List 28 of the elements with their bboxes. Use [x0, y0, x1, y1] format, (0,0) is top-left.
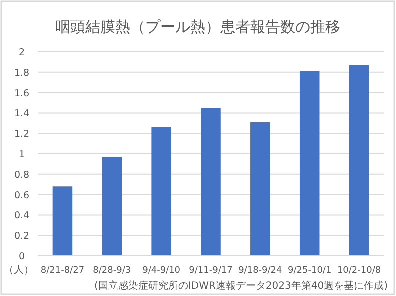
bar — [201, 108, 221, 256]
y-tick-label: 0.6 — [14, 190, 30, 202]
y-tick-label: 1 — [18, 150, 26, 160]
bar — [349, 65, 370, 256]
y-tick-label: 0 — [18, 252, 26, 262]
y-tick-label: 1.6 — [14, 88, 30, 100]
y-axis-title: （人） — [4, 265, 34, 276]
y-tick-label: 0.8 — [14, 170, 30, 181]
y-tick-label: 0.2 — [14, 231, 30, 242]
y-tick-label: 2 — [18, 48, 26, 58]
text: (国立感染症研究所のIDWR速報データ2023年第40週を基に作成) — [94, 280, 388, 292]
y-tick-label: 0.4 — [14, 210, 30, 222]
bar — [52, 186, 73, 256]
bar — [250, 122, 270, 256]
y-tick-label: 1.8 — [14, 68, 30, 79]
bar — [102, 157, 122, 256]
chart-title: 咽頭結膜熱（プール熱）患者報告数の推移 — [56, 18, 340, 36]
x-tick-label: 9/18-9/24 — [238, 266, 283, 276]
y-tick-label: 1.4 — [14, 108, 30, 120]
y-tick-label: 1.2 — [14, 129, 30, 140]
x-tick-label: 9/25-10/1 — [288, 266, 332, 276]
x-tick-label: 10/2-10/8 — [337, 266, 382, 276]
x-tick-label: 8/28-9/3 — [93, 266, 132, 276]
bar — [152, 127, 172, 256]
x-tick-label: 9/4-9/10 — [142, 266, 181, 276]
x-tick-label: 8/21-8/27 — [40, 266, 85, 276]
x-tick-label: 9/11-9/17 — [189, 266, 233, 276]
bar — [300, 71, 320, 256]
